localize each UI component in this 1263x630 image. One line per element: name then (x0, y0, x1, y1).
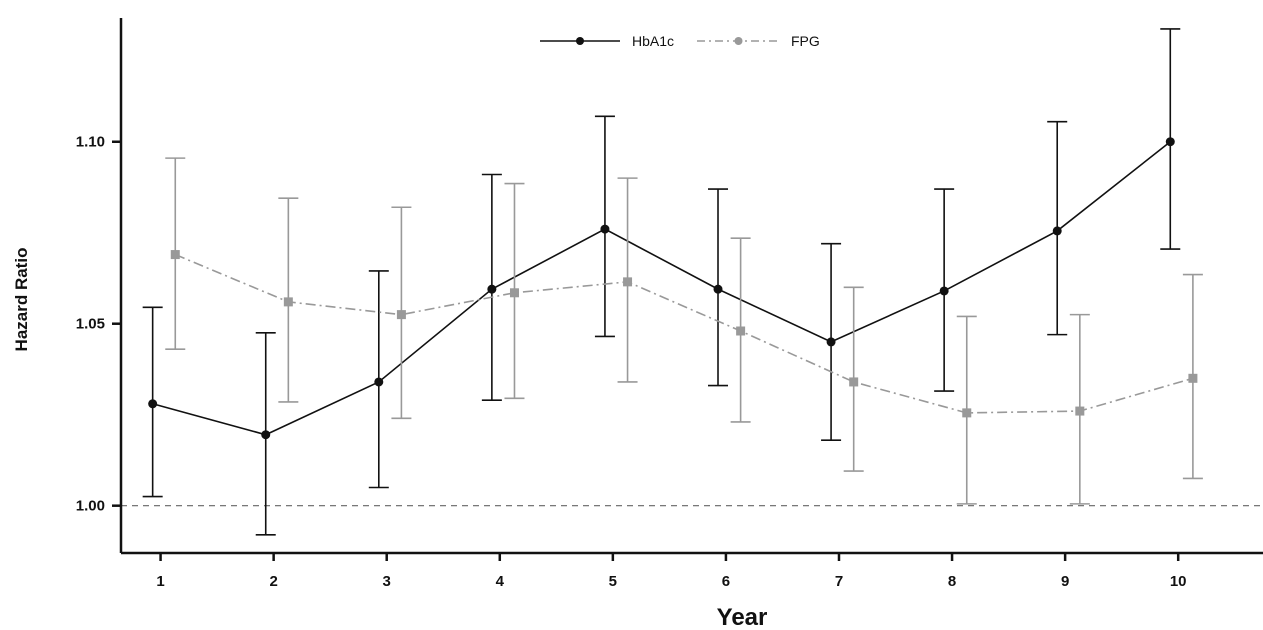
series-line (152, 141, 1171, 436)
x-tick-label: 6 (722, 573, 730, 590)
legend-item-fpg: FPG (697, 33, 820, 49)
data-point (396, 310, 406, 320)
data-point (261, 430, 271, 440)
x-tick-label: 4 (496, 573, 505, 590)
data-point (1165, 137, 1175, 147)
x-tick-label: 10 (1170, 573, 1187, 590)
x-tick-label: 7 (835, 573, 843, 590)
x-tick-label: 8 (948, 573, 956, 590)
data-point (962, 408, 972, 418)
series-line (174, 253, 1194, 414)
data-point (826, 337, 836, 347)
legend-label: FPG (791, 33, 820, 49)
data-point (1188, 373, 1198, 383)
y-tick-label: 1.10 (76, 134, 105, 151)
axes-layer: 1.00 1.05 1.10 1 2 3 4 5 6 7 8 9 10 (76, 18, 1263, 590)
x-tick-label: 5 (609, 573, 617, 590)
data-point (148, 399, 158, 409)
y-tick-label: 1.00 (76, 498, 105, 515)
legend-marker (734, 37, 743, 45)
data-point (509, 288, 519, 298)
data-point (1052, 226, 1062, 236)
series-fpg (165, 157, 1203, 505)
data-point (283, 297, 293, 307)
x-tick-label: 9 (1061, 573, 1069, 590)
legend: HbA1c FPG (540, 33, 820, 49)
data-point (487, 284, 497, 294)
x-tick-label: 3 (383, 573, 391, 590)
data-point (849, 377, 859, 387)
data-point (736, 326, 746, 336)
data-point (623, 277, 633, 287)
series-hba1c (142, 28, 1181, 536)
data-point (374, 377, 384, 387)
x-axis-title: Year (717, 604, 768, 630)
y-tick-label: 1.05 (76, 316, 105, 333)
legend-item-hba1c: HbA1c (540, 33, 674, 49)
legend-label: HbA1c (632, 33, 674, 49)
x-tick-label: 2 (269, 573, 277, 590)
data-point (1075, 406, 1085, 416)
data-point (170, 250, 180, 260)
y-axis-title: Hazard Ratio (12, 248, 31, 352)
legend-marker (576, 37, 584, 45)
x-tick-label: 1 (156, 573, 164, 590)
series-layer (142, 28, 1203, 536)
data-point (939, 286, 949, 296)
data-point (713, 284, 723, 294)
data-point (600, 224, 610, 234)
